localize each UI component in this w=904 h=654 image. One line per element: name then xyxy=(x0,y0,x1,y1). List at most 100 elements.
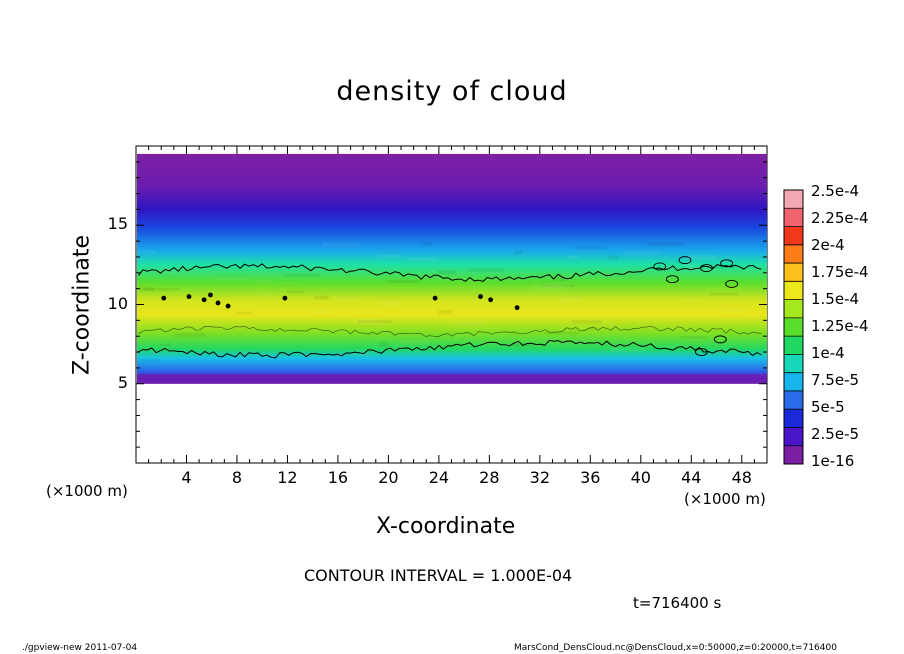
texture-streak xyxy=(587,327,597,330)
colorbar-label: 1e-4 xyxy=(811,344,845,362)
colorbar-segment xyxy=(784,372,803,392)
texture-streak xyxy=(353,319,382,324)
texture-streak xyxy=(378,300,402,305)
density-peak-mark xyxy=(215,300,221,306)
texture-streak xyxy=(334,296,361,300)
texture-streak xyxy=(684,299,697,303)
colorbar-segment xyxy=(784,445,803,465)
colorbar-segment xyxy=(784,427,803,447)
texture-streak xyxy=(574,246,606,250)
texture-streak xyxy=(261,292,272,298)
colorbar-segment xyxy=(784,244,803,264)
texture-streak xyxy=(238,350,255,355)
texture-streak xyxy=(422,241,433,246)
colorbar-segment xyxy=(784,226,803,246)
density-peak-mark xyxy=(208,292,213,298)
texture-streak xyxy=(572,320,603,324)
texture-streak xyxy=(378,341,389,347)
colorbar-label: 1.75e-4 xyxy=(811,263,869,281)
texture-streak xyxy=(544,331,579,335)
colorbar-label: 1e-16 xyxy=(811,452,855,470)
texture-streak xyxy=(560,300,570,304)
colorbar-label: 5e-5 xyxy=(811,398,845,416)
texture-streak xyxy=(215,278,251,281)
texture-streak xyxy=(722,307,745,313)
texture-streak xyxy=(647,241,684,247)
texture-streak xyxy=(286,290,305,294)
x-tick-label: 40 xyxy=(630,468,651,487)
texture-streak xyxy=(408,257,436,262)
texture-streak xyxy=(314,295,329,300)
texture-streak xyxy=(235,311,253,315)
x-axis-label: X-coordinate xyxy=(376,514,516,539)
y-tick-label: 15 xyxy=(107,214,128,234)
texture-streak xyxy=(683,263,695,268)
contour-blob xyxy=(713,335,727,344)
contour-blob xyxy=(653,262,667,271)
x-tick-label: 4 xyxy=(181,468,192,487)
colorbar-segment xyxy=(784,281,803,301)
x-tick-label: 36 xyxy=(580,468,601,487)
texture-streak xyxy=(138,286,154,291)
contour-lines xyxy=(138,256,762,359)
texture-streak xyxy=(322,242,361,247)
texture-streak xyxy=(357,320,392,324)
colorbar-label: 2e-4 xyxy=(811,236,845,254)
footer-source-label: MarsCond_DensCloud.nc@DensCloud,x=0:5000… xyxy=(514,643,837,653)
texture-streak xyxy=(710,292,739,296)
y-tick-label: 5 xyxy=(117,372,128,392)
x-tick-label: 8 xyxy=(231,468,243,487)
colorbar-segment xyxy=(784,208,803,228)
x-unit-label-left: (×1000 m) xyxy=(46,482,128,500)
axes xyxy=(136,146,767,463)
density-peak-mark xyxy=(201,297,207,303)
x-tick-label: 20 xyxy=(378,468,399,487)
contour-upper xyxy=(138,263,762,282)
texture-streak xyxy=(558,296,580,301)
density-peak-mark xyxy=(432,295,438,301)
density-peak-mark xyxy=(478,294,483,299)
texture-streak xyxy=(284,273,320,277)
texture-streak xyxy=(706,264,735,269)
cloud-base-band xyxy=(137,374,767,384)
x-tick-label: 12 xyxy=(277,468,298,487)
density-peak-mark xyxy=(186,294,192,299)
texture-streak xyxy=(607,255,620,261)
texture-streak xyxy=(680,336,709,339)
texture-streak xyxy=(684,267,716,271)
colorbar-segment xyxy=(784,190,803,209)
time-label: t=716400 s xyxy=(633,594,722,612)
colorbar-label: 2.25e-4 xyxy=(811,209,869,227)
texture-streak xyxy=(556,276,566,282)
cloud-layer-fill xyxy=(137,153,767,384)
density-peak-mark xyxy=(488,297,494,303)
colorbar-label: 7.5e-5 xyxy=(811,371,860,389)
contour-blob xyxy=(694,348,708,356)
colorbar-segment xyxy=(784,299,803,319)
contour-blob xyxy=(699,264,713,272)
contour-interval-note: CONTOUR INTERVAL = 1.000E-04 xyxy=(304,566,573,585)
texture-streak xyxy=(467,268,504,272)
density-peak-mark xyxy=(282,295,288,301)
texture-streak xyxy=(437,269,457,275)
texture-streak xyxy=(313,309,331,314)
texture-streak xyxy=(531,284,561,290)
contour-lower xyxy=(138,339,762,359)
texture-streak xyxy=(143,288,180,291)
texture-streak xyxy=(277,281,299,284)
texture-streak xyxy=(140,359,161,362)
x-tick-label: 32 xyxy=(529,468,550,487)
colorbar-label: 1.25e-4 xyxy=(811,317,869,335)
texture-streak xyxy=(152,269,179,274)
texture-streak xyxy=(159,343,171,347)
density-peak-mark xyxy=(514,305,520,311)
x-unit-label-right: (×1000 m) xyxy=(684,490,766,508)
colorbar-frame xyxy=(783,189,804,465)
x-tick-label: 28 xyxy=(479,468,500,487)
contour-blob xyxy=(678,256,692,265)
texture-streak xyxy=(682,254,718,260)
x-tick-label: 24 xyxy=(428,468,450,487)
colorbar-label: 2.5e-4 xyxy=(811,182,860,200)
texture-streak xyxy=(438,309,453,315)
